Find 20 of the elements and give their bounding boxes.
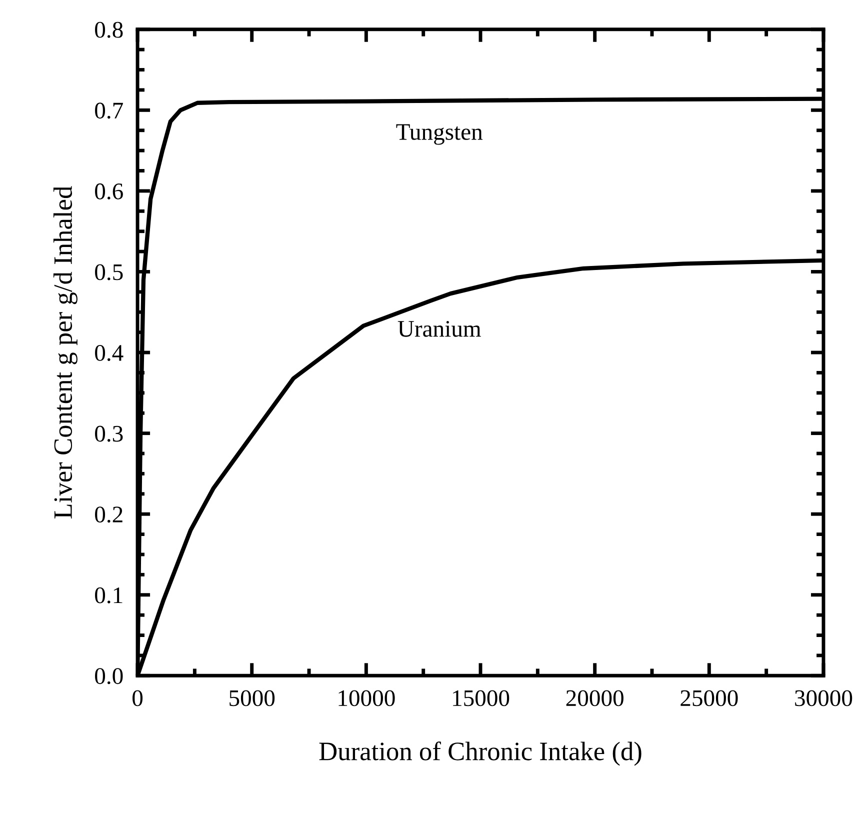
series-label: Uranium [398, 320, 481, 337]
x-axis-title: Duration of Chronic Intake (d) [319, 742, 642, 766]
y-tick-label: 0.8 [95, 22, 123, 38]
x-tick-label: 30000 [795, 690, 852, 706]
x-tick-label: 0 [132, 690, 143, 706]
series-label: Tungsten [396, 124, 483, 145]
x-tick-label: 20000 [566, 690, 624, 706]
x-tick-label: 5000 [230, 690, 275, 706]
x-tick-label: 25000 [680, 690, 738, 706]
y-tick-label: 0.1 [95, 587, 122, 604]
y-tick-label: 0.4 [95, 345, 124, 362]
y-axis-title: Liver Content g per g/d Inhaled [53, 186, 78, 518]
y-tick-label: 0.5 [95, 264, 123, 280]
y-tick-label: 0.0 [95, 668, 123, 684]
y-tick-label: 0.7 [95, 102, 123, 119]
x-tick-label: 15000 [453, 690, 510, 706]
y-tick-label: 0.3 [95, 426, 123, 442]
y-tick-label: 0.2 [95, 506, 122, 523]
x-tick-label: 10000 [338, 690, 395, 706]
y-tick-label: 0.6 [95, 183, 123, 200]
